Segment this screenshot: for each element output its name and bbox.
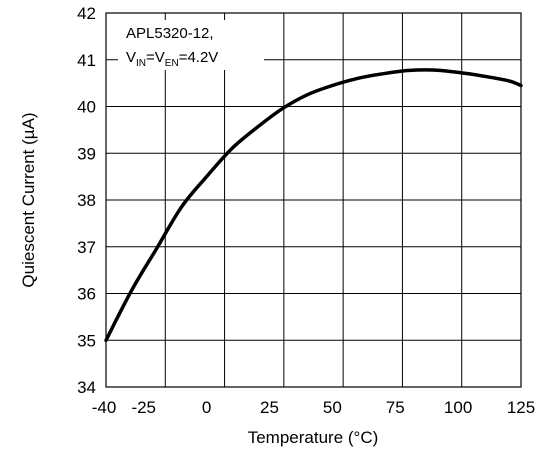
y-tick-label: 38 [77,191,96,210]
y-tick-label: 41 [77,51,96,70]
annotation-line2: VIN=VEN=4.2V [126,49,218,69]
x-tick-label: 75 [386,398,405,417]
y-tick-label: 35 [77,331,96,350]
y-tick-label: 36 [77,285,96,304]
series-layer [104,68,523,343]
x-tick-label: 0 [202,398,211,417]
x-tick-label: -40 [92,398,117,417]
y-tick-label: 40 [77,98,96,117]
y-tick-label: 39 [77,144,96,163]
plot-frame [105,12,522,388]
y-tick-label: 37 [77,238,96,257]
y-axis-title: Quiescent Current (µA) [19,112,38,287]
y-axis-ticks: 34 35 36 37 38 39 40 41 42 [77,4,96,397]
x-tick-label: -25 [131,398,156,417]
grid [106,13,521,387]
x-tick-label: 125 [507,398,535,417]
series-line [104,68,523,343]
y-tick-label: 34 [77,378,96,397]
y-tick-label: 42 [77,4,96,23]
annotation-line1: APL5320-12, [126,25,214,42]
annotation-background [118,20,264,70]
x-tick-label: 25 [260,398,279,417]
x-axis-title: Temperature (°C) [248,428,379,447]
x-tick-label: 50 [323,398,342,417]
x-tick-label: 100 [444,398,472,417]
x-axis-ticks: -40 -25 0 25 50 75 100 125 [92,398,535,417]
